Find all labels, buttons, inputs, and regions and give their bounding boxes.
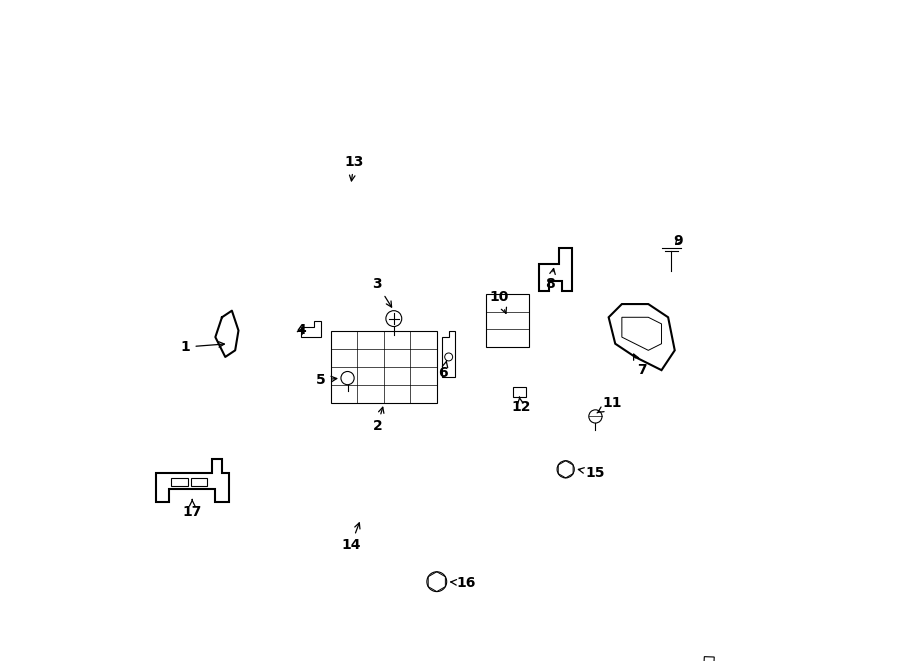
Text: 12: 12 (511, 397, 530, 414)
Text: 5: 5 (316, 373, 337, 387)
Text: 2: 2 (373, 407, 384, 434)
Bar (486, 294, 529, 347)
Text: 9: 9 (673, 234, 683, 249)
Text: 1: 1 (181, 340, 224, 354)
Text: 3: 3 (373, 277, 392, 307)
Bar (331, 330, 436, 403)
Text: 4: 4 (296, 323, 306, 338)
Text: 8: 8 (545, 268, 555, 292)
Text: 17: 17 (183, 500, 202, 520)
Text: 10: 10 (490, 290, 509, 313)
Text: 15: 15 (579, 465, 605, 480)
Text: 11: 11 (597, 396, 622, 413)
Bar (191, 478, 207, 486)
Text: 14: 14 (341, 523, 361, 553)
Bar (171, 478, 187, 486)
Text: 16: 16 (451, 576, 476, 590)
Text: 13: 13 (345, 155, 364, 181)
Text: 6: 6 (438, 361, 448, 381)
Text: 7: 7 (634, 354, 646, 377)
